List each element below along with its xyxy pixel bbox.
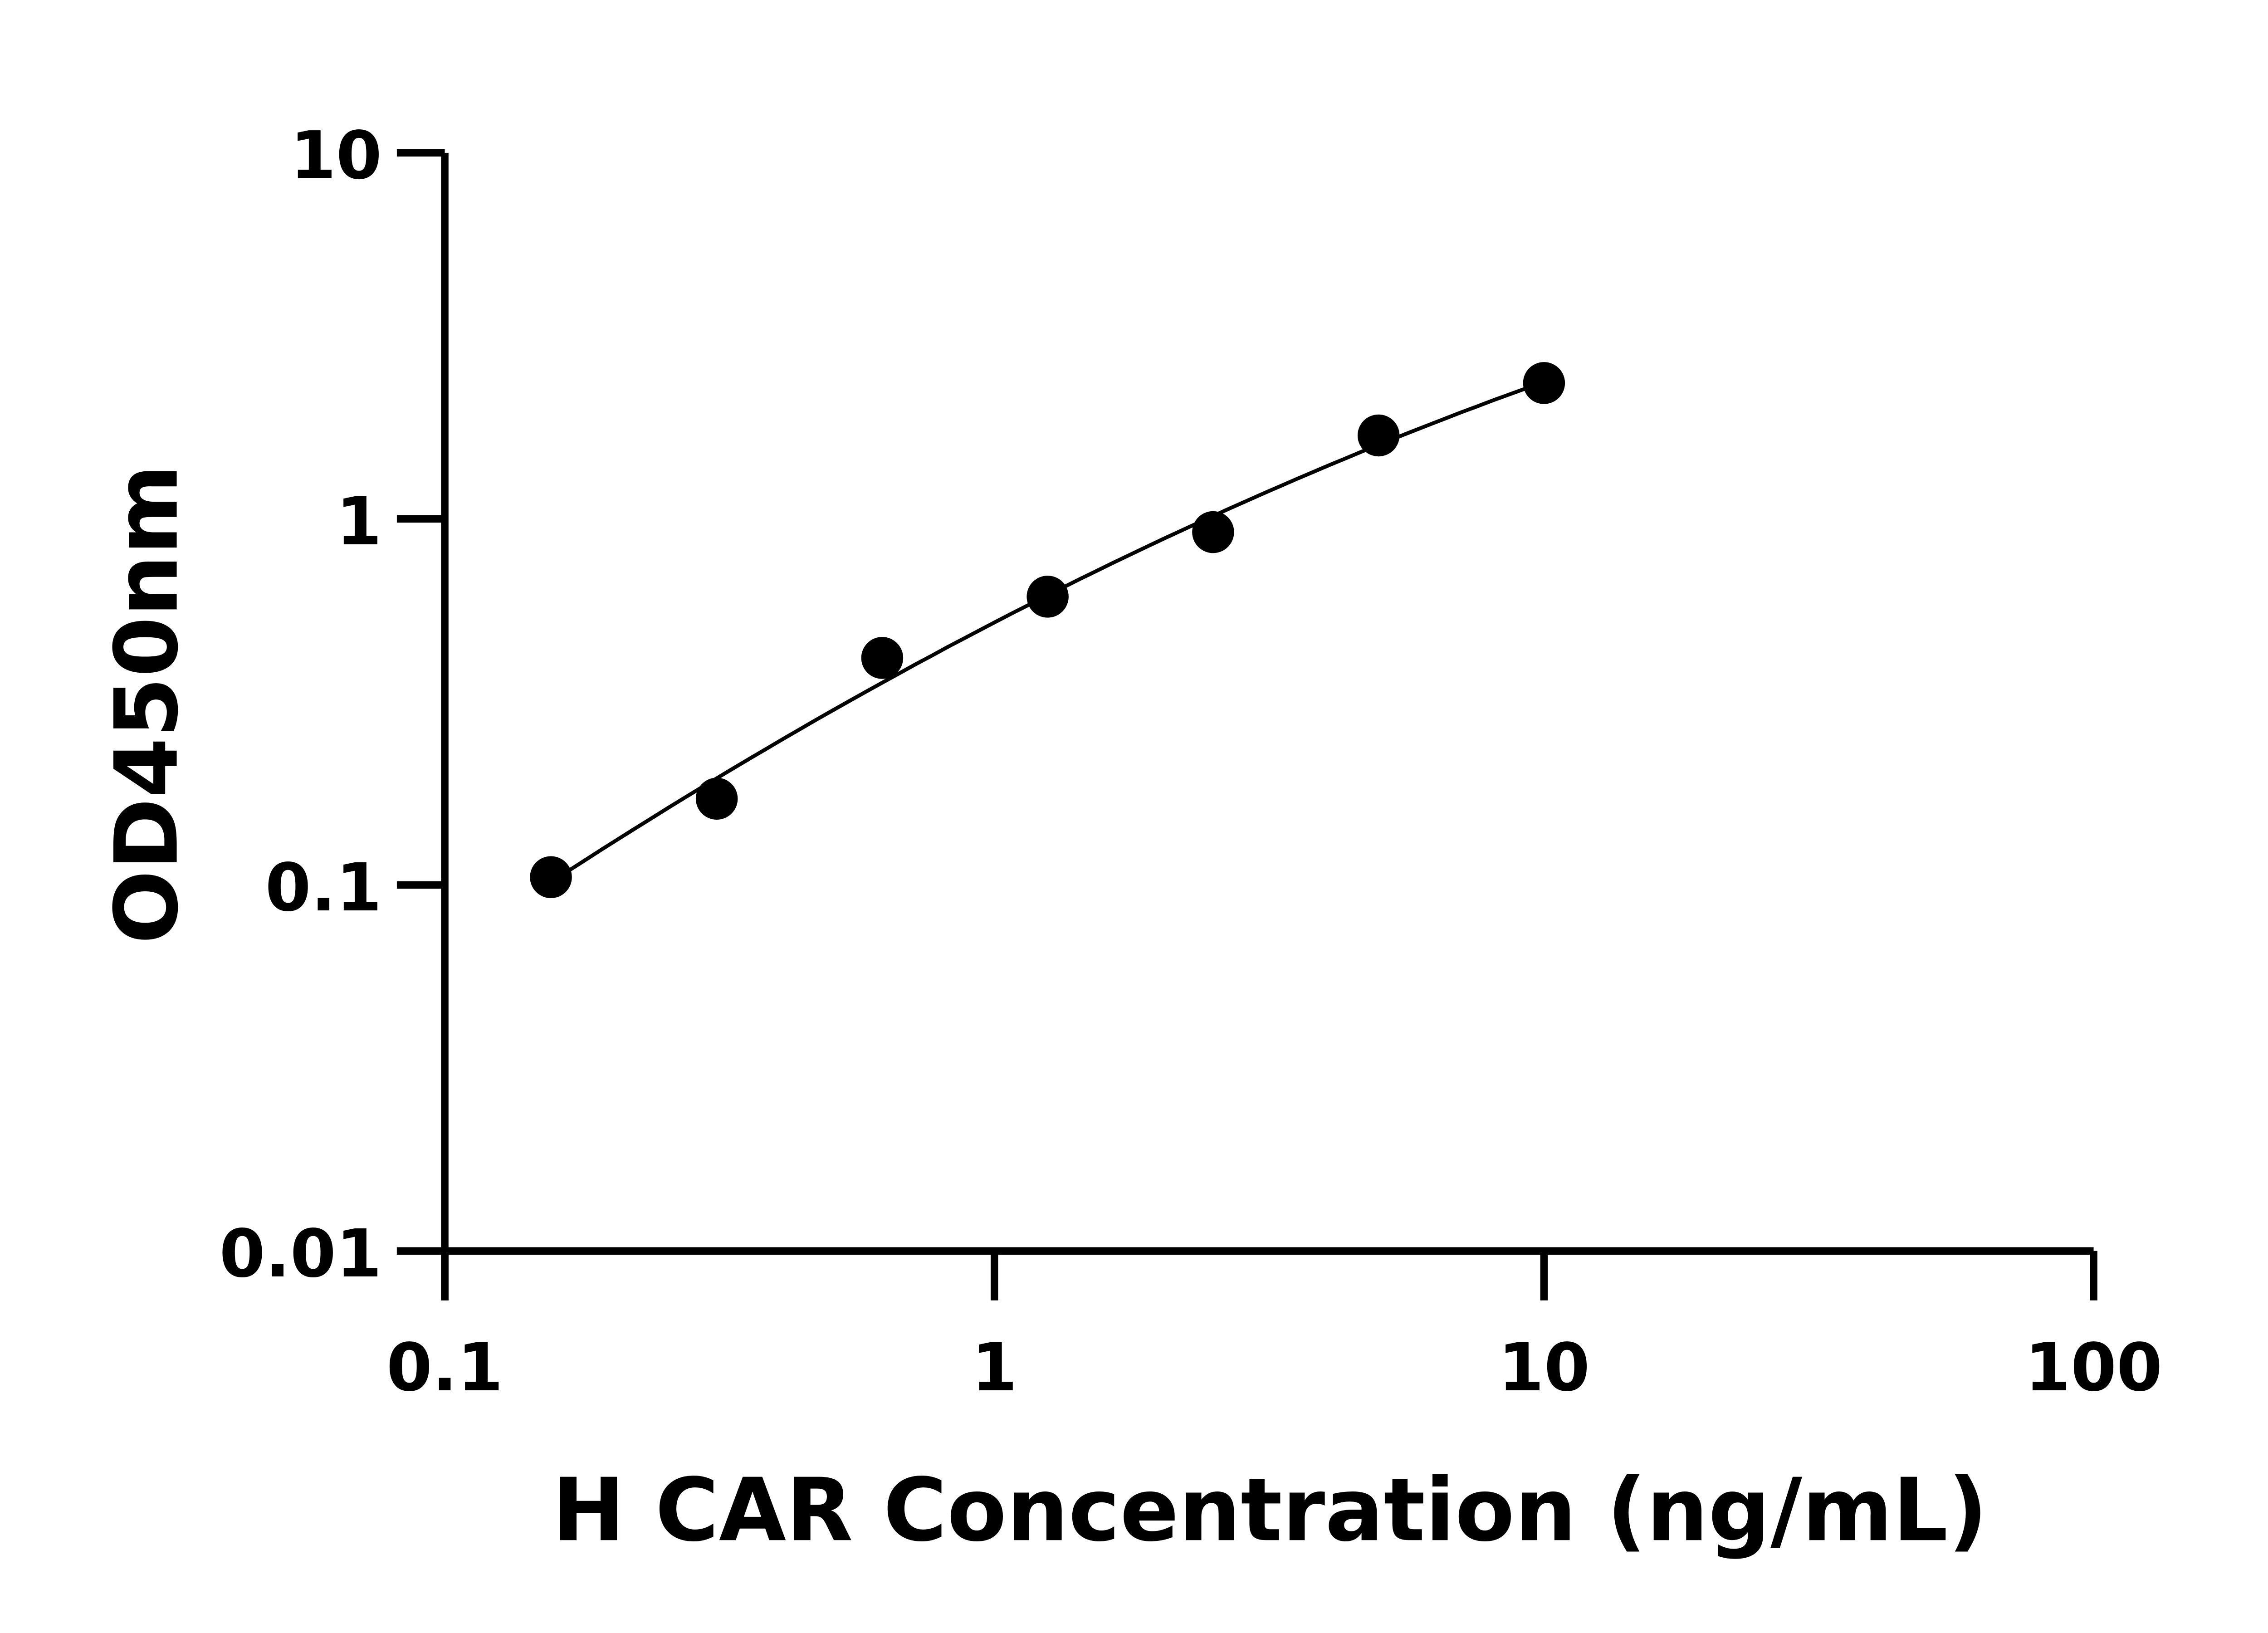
y-tick-label: 0.1 xyxy=(265,850,382,926)
y-tick-label: 10 xyxy=(290,117,382,194)
axes xyxy=(396,149,2097,1301)
y-tick-label: 1 xyxy=(336,484,382,560)
x-axis-label: H CAR Concentration (ng/mL) xyxy=(552,1460,1988,1561)
data-point xyxy=(1192,511,1234,553)
x-tick-label: 0.1 xyxy=(386,1330,503,1406)
y-axis-label: OD450nm xyxy=(97,464,198,944)
data-point xyxy=(530,856,572,898)
x-tick-label: 1 xyxy=(972,1330,1017,1406)
data-point xyxy=(1357,414,1400,457)
y-tick-label: 0.01 xyxy=(220,1216,382,1292)
data-point xyxy=(1026,576,1069,618)
data-point xyxy=(861,637,904,679)
data-points xyxy=(530,362,1565,898)
x-tick-label: 10 xyxy=(1498,1330,1590,1406)
data-point xyxy=(695,777,738,820)
data-point xyxy=(1523,362,1565,404)
x-tick-label: 100 xyxy=(2025,1330,2162,1406)
